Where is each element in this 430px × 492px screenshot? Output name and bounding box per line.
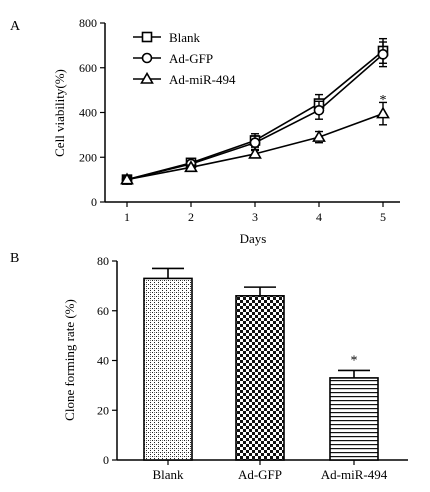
panel-b-y-tick-label: 40 (97, 354, 109, 368)
panel-a-x-tick-label: 4 (316, 210, 322, 224)
category-label-ad-mir-494: Ad-miR-494 (321, 467, 388, 482)
data-point-ad-mir-494 (248, 146, 262, 159)
panel-a-x-axis-label: Days (240, 231, 267, 246)
panel-b-y-tick-label: 60 (97, 304, 109, 318)
panel-b-y-tick-label: 20 (97, 403, 109, 417)
series-line-ad-gfp (126, 53, 384, 181)
category-label-ad-gfp: Ad-GFP (238, 467, 282, 482)
category-label-blank: Blank (152, 467, 184, 482)
legend-marker-blank (141, 31, 153, 43)
panel-a-y-tick-label: 0 (91, 195, 97, 209)
legend-marker-ad-gfp (141, 52, 153, 64)
panel-a-x-tick-label: 3 (252, 210, 258, 224)
data-point-ad-mir-494 (184, 160, 198, 173)
data-point-ad-mir-494 (376, 106, 390, 119)
data-point-ad-mir-494 (120, 172, 134, 185)
panel-b-y-tick-label: 80 (97, 254, 109, 268)
panel-a-x-tick-label: 1 (124, 210, 130, 224)
panel-a-y-tick-label: 200 (79, 150, 97, 164)
panel-a-line-chart: A Cell viability(%) Days 0 200 400 600 800 1 2… (10, 16, 400, 246)
bar-ad-mir-494 (329, 377, 379, 461)
panel-a-x-tick-label: 2 (188, 210, 194, 224)
legend-label-ad-gfp: Ad-GFP (169, 51, 213, 66)
bar-blank (143, 277, 193, 461)
panel-b-y-tick-label: 0 (103, 453, 109, 467)
panel-a-label: A (10, 19, 21, 34)
data-point-ad-gfp (249, 137, 261, 149)
panel-a-y-tick-label: 400 (79, 106, 97, 120)
legend-label-ad-mir-494: Ad-miR-494 (169, 72, 236, 87)
significance-asterisk: * (351, 353, 358, 368)
legend-label-blank: Blank (169, 30, 201, 45)
data-point-ad-gfp (313, 104, 325, 116)
panel-b-label: B (10, 251, 19, 266)
significance-asterisk: * (380, 93, 387, 108)
bar-ad-gfp (235, 295, 285, 461)
panel-b-bar-chart: B Clone forming rate (%) 0 20 40 60 80 Blank A… (10, 251, 408, 482)
panel-a-y-tick-label: 800 (79, 16, 97, 30)
legend-marker-ad-mir-494 (140, 71, 154, 84)
panel-a-x-tick-label: 5 (380, 210, 386, 224)
series-line-blank (126, 50, 384, 181)
panel-a-y-tick-label: 600 (79, 61, 97, 75)
panel-b-y-axis-label: Clone forming rate (%) (62, 299, 77, 421)
panel-a-y-axis-label: Cell viability(%) (52, 69, 67, 157)
data-point-ad-mir-494 (312, 130, 326, 142)
data-point-ad-gfp (377, 49, 389, 60)
